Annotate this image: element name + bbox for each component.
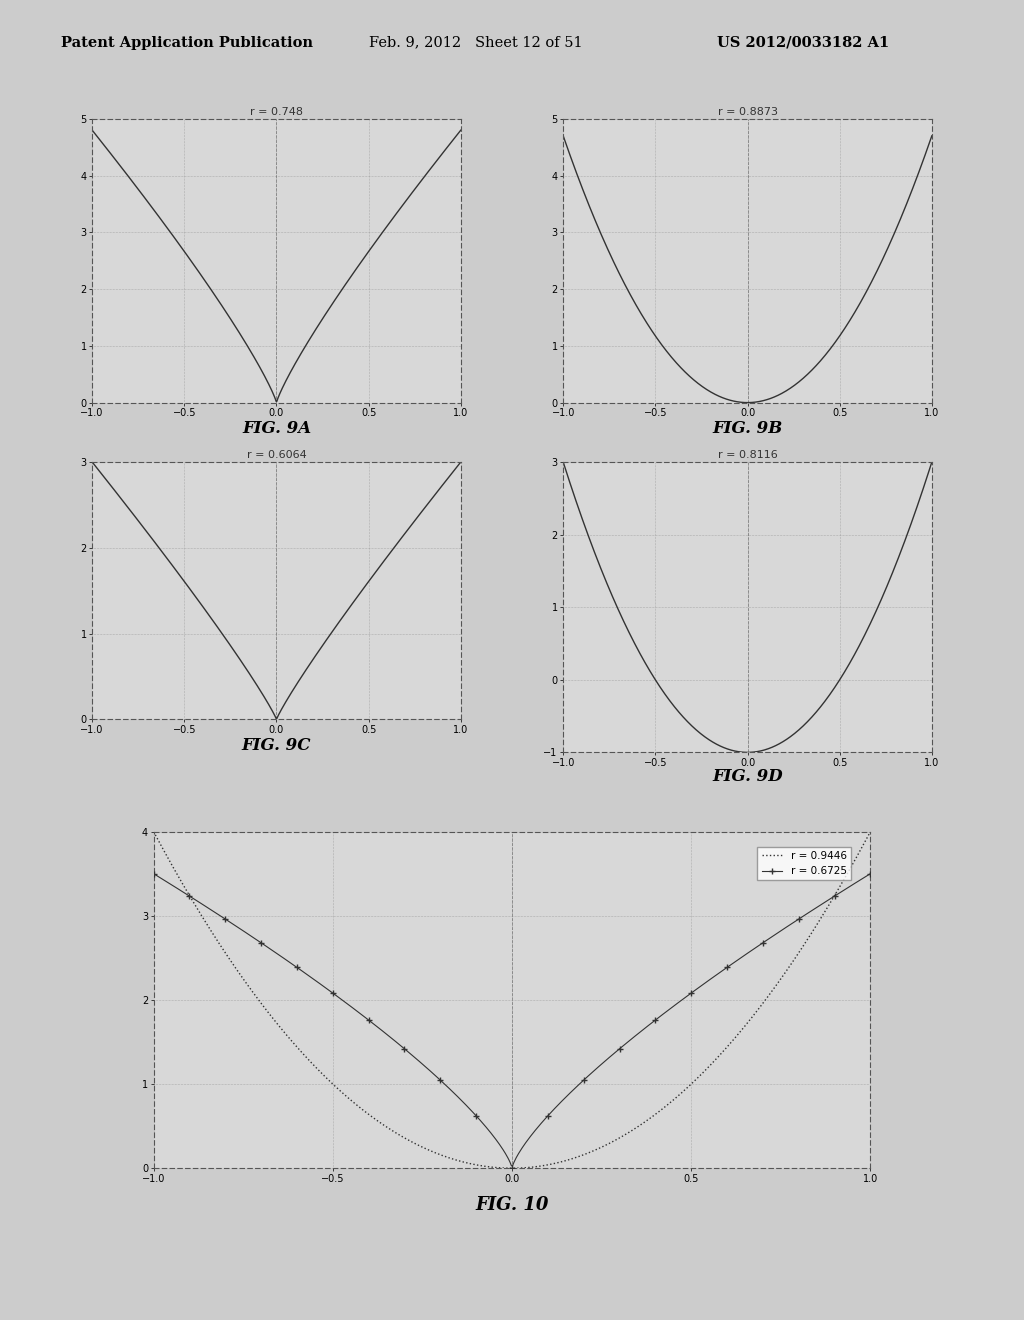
Text: FIG. 9B: FIG. 9B <box>713 420 782 437</box>
Text: Feb. 9, 2012   Sheet 12 of 51: Feb. 9, 2012 Sheet 12 of 51 <box>369 36 583 50</box>
Text: Patent Application Publication: Patent Application Publication <box>61 36 313 50</box>
Text: FIG. 10: FIG. 10 <box>475 1196 549 1214</box>
Text: FIG. 9A: FIG. 9A <box>242 420 311 437</box>
Text: FIG. 9D: FIG. 9D <box>713 768 782 785</box>
Title: r = 0.8116: r = 0.8116 <box>718 450 777 459</box>
Text: FIG. 9C: FIG. 9C <box>242 737 311 754</box>
Title: r = 0.6064: r = 0.6064 <box>247 450 306 459</box>
Title: r = 0.748: r = 0.748 <box>250 107 303 116</box>
Legend: r = 0.9446, r = 0.6725: r = 0.9446, r = 0.6725 <box>758 847 851 880</box>
Title: r = 0.8873: r = 0.8873 <box>718 107 777 116</box>
Text: US 2012/0033182 A1: US 2012/0033182 A1 <box>717 36 889 50</box>
